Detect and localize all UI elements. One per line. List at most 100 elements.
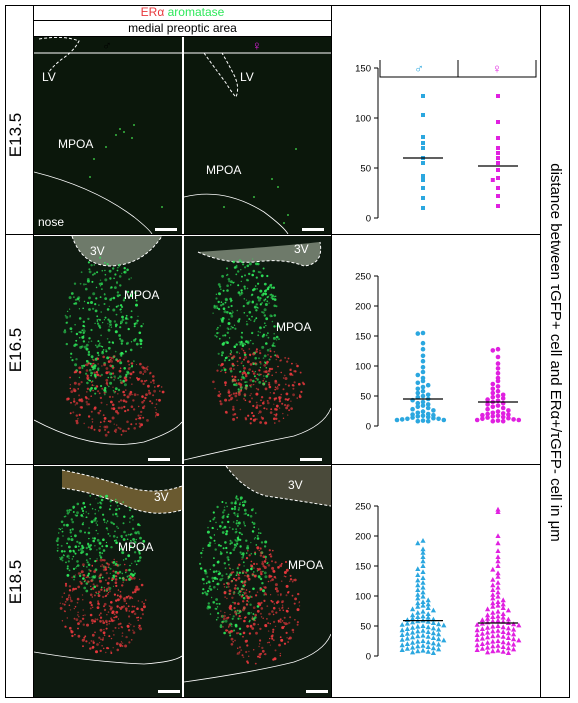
cell-dot bbox=[129, 564, 131, 567]
cell-dot bbox=[234, 383, 238, 387]
cell-dot bbox=[239, 551, 242, 554]
cell-dot bbox=[259, 331, 261, 334]
cell-dot bbox=[236, 524, 239, 527]
data-point bbox=[404, 641, 410, 646]
cell-dot bbox=[247, 514, 250, 517]
cell-dot bbox=[118, 375, 122, 378]
cell-dot bbox=[105, 544, 108, 548]
cell-dot bbox=[222, 527, 224, 529]
cell-dot bbox=[256, 373, 259, 376]
data-point bbox=[415, 582, 421, 588]
data-point bbox=[495, 378, 501, 384]
cell-dot bbox=[96, 558, 98, 560]
cell-dot bbox=[103, 393, 106, 396]
cell-dot bbox=[89, 601, 92, 604]
cell-dot bbox=[221, 521, 224, 524]
cell-dot bbox=[258, 369, 261, 372]
cell-dot bbox=[131, 610, 134, 614]
cell-dot bbox=[231, 379, 235, 382]
cell-dot bbox=[216, 328, 218, 331]
data-point bbox=[496, 161, 500, 165]
cell-dot bbox=[83, 345, 87, 349]
cell-dot bbox=[253, 320, 256, 323]
cell-dot bbox=[249, 363, 253, 366]
cell-dot bbox=[284, 383, 287, 386]
cell-dot bbox=[69, 596, 72, 598]
cell-dot bbox=[233, 368, 235, 370]
data-point bbox=[490, 386, 496, 392]
cell-dot bbox=[263, 370, 266, 373]
cell-dot bbox=[241, 291, 243, 294]
cell-dot bbox=[251, 411, 254, 415]
cell-dot bbox=[220, 354, 224, 357]
cell-dot bbox=[116, 282, 118, 285]
cell-dot bbox=[239, 528, 241, 530]
cell-dot bbox=[246, 301, 250, 305]
cell-dot bbox=[90, 395, 92, 397]
cell-dot bbox=[79, 529, 82, 533]
cell-dot bbox=[249, 339, 252, 342]
cell-dot bbox=[272, 628, 275, 631]
cell-dot bbox=[242, 503, 245, 507]
cell-dot bbox=[96, 320, 99, 322]
cell-dot bbox=[231, 596, 234, 599]
cell-dot bbox=[238, 646, 242, 649]
data-point bbox=[404, 620, 410, 626]
cell-dot bbox=[88, 268, 91, 271]
cell-dot bbox=[77, 572, 81, 575]
data-point bbox=[500, 605, 506, 610]
cell-dot bbox=[110, 356, 113, 360]
cell-dot bbox=[87, 261, 90, 264]
cell-dot bbox=[271, 344, 275, 347]
cell-dot bbox=[219, 400, 222, 403]
cell-dot bbox=[287, 637, 290, 640]
cell-dot bbox=[101, 645, 103, 647]
cell-dot bbox=[61, 620, 64, 622]
data-point bbox=[485, 629, 491, 635]
cell-dot bbox=[238, 318, 241, 321]
cell-dot bbox=[97, 344, 101, 347]
cell-dot bbox=[225, 546, 228, 550]
cell-dot bbox=[227, 576, 230, 578]
cell-dot bbox=[230, 629, 233, 633]
cell-dot bbox=[70, 599, 73, 603]
cell-dot bbox=[76, 597, 80, 601]
data-point bbox=[420, 393, 426, 399]
cell-dot bbox=[242, 591, 245, 594]
cell-dot bbox=[78, 300, 81, 302]
cell-dot bbox=[137, 315, 139, 317]
cell-dot bbox=[81, 329, 84, 332]
data-point bbox=[500, 414, 506, 420]
cell-dot bbox=[242, 554, 245, 557]
cell-dot bbox=[106, 384, 109, 386]
cell-dot bbox=[115, 313, 118, 316]
cell-dot bbox=[101, 365, 103, 367]
cell-dot bbox=[96, 385, 99, 388]
cell-dot bbox=[258, 656, 261, 659]
cell-dot bbox=[145, 599, 147, 601]
cell-dot bbox=[246, 360, 250, 364]
cell-dot bbox=[78, 317, 82, 320]
cell-dot bbox=[115, 642, 119, 646]
cell-dot bbox=[234, 639, 236, 642]
cell-dot bbox=[249, 422, 252, 425]
cell-dot bbox=[122, 390, 125, 394]
cell-dot bbox=[102, 595, 105, 599]
cell-dot bbox=[99, 612, 102, 615]
cell-dot bbox=[256, 418, 258, 420]
cell-dot bbox=[232, 326, 234, 329]
cell-dot bbox=[110, 407, 113, 410]
cell-dot bbox=[104, 568, 108, 571]
cell-dot bbox=[87, 543, 90, 545]
cell-dot bbox=[127, 360, 130, 363]
cell-dot bbox=[105, 522, 108, 524]
cell-dot bbox=[239, 496, 243, 500]
cell-dot bbox=[237, 392, 241, 396]
cell-dot bbox=[286, 398, 289, 401]
data-point bbox=[420, 330, 426, 336]
data-point bbox=[420, 388, 426, 394]
cell-dot bbox=[129, 533, 132, 536]
data-point bbox=[495, 593, 501, 599]
cell-dot bbox=[285, 584, 289, 588]
cell-dot bbox=[231, 528, 234, 531]
